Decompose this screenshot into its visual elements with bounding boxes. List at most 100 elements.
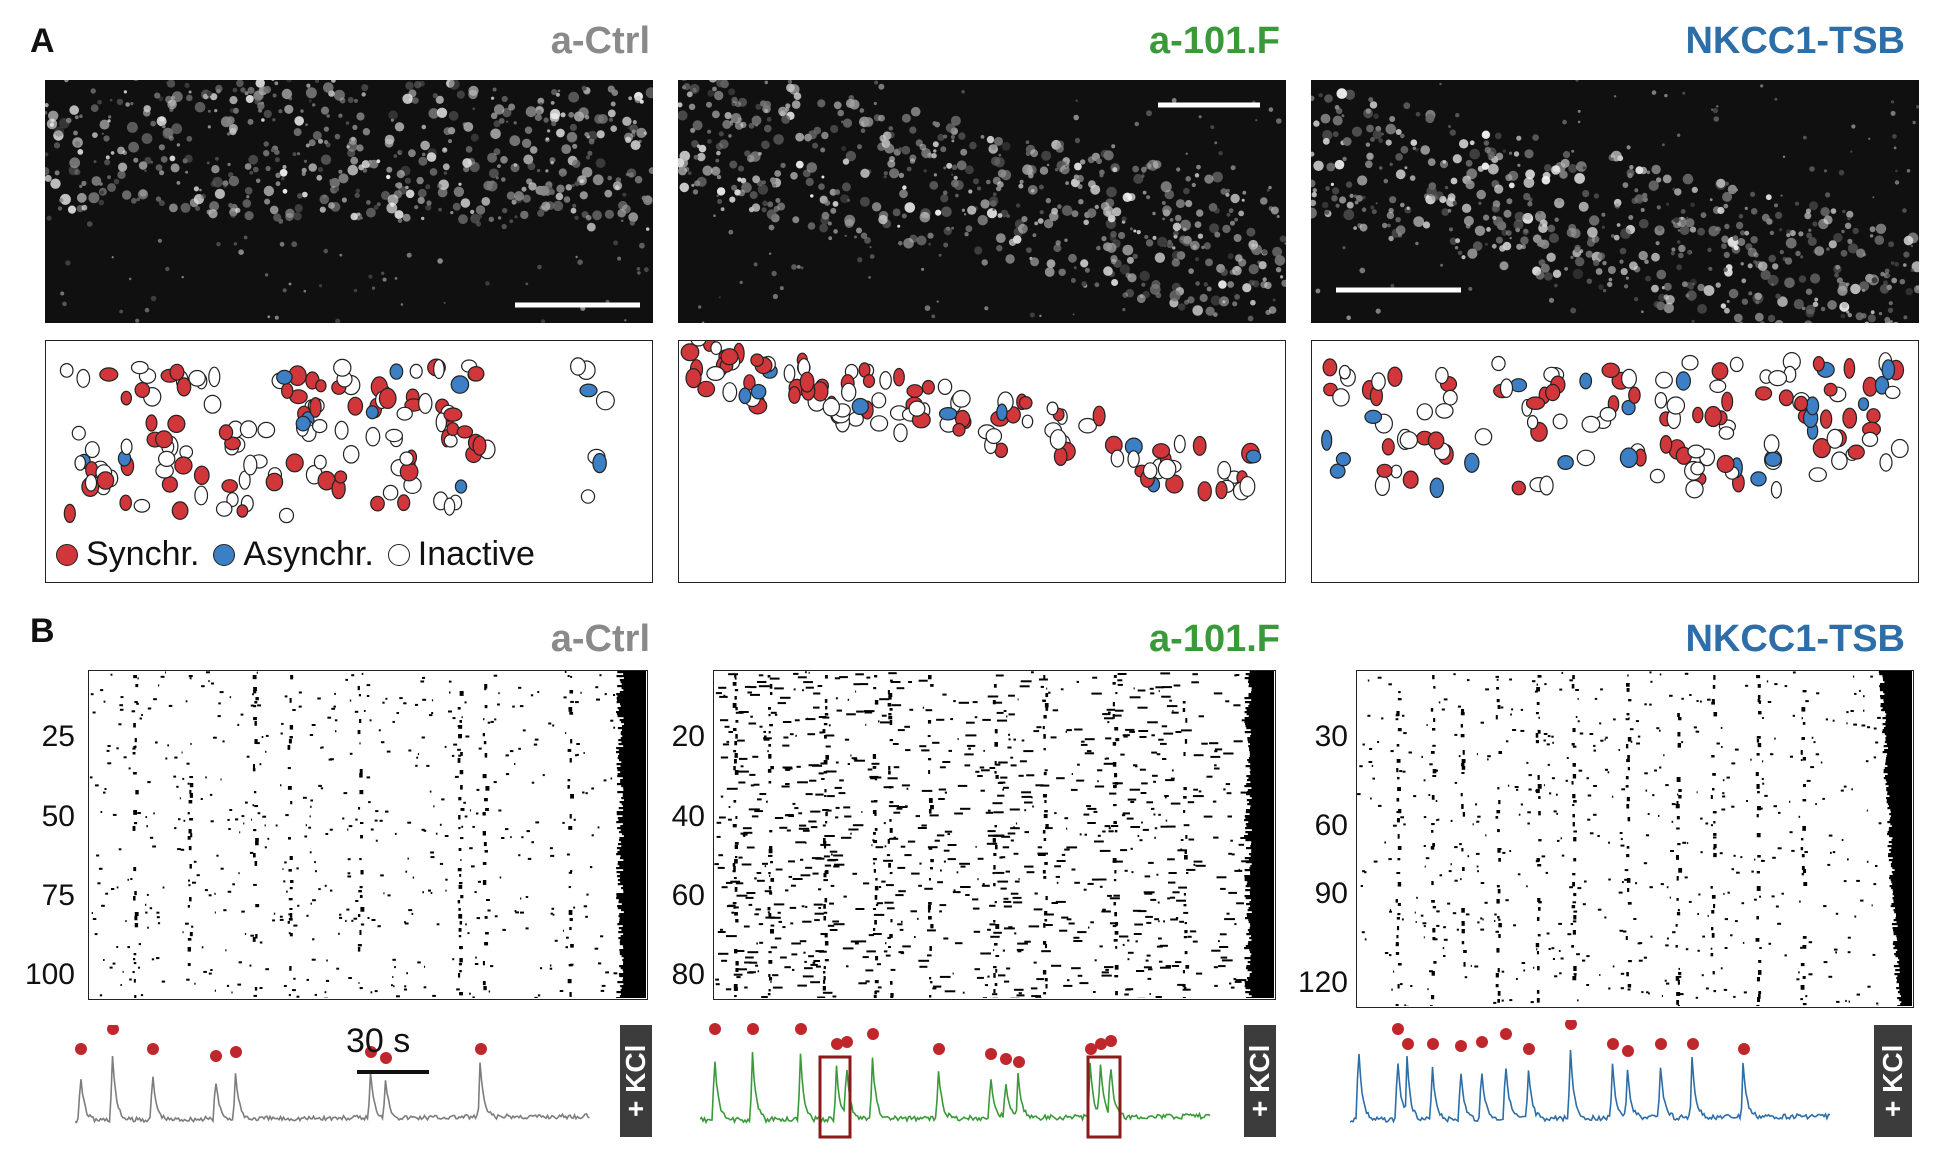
raster-spike	[137, 812, 141, 814]
raster-spike	[1425, 857, 1430, 860]
cell-inactive	[985, 428, 1003, 445]
raster-spike	[746, 846, 755, 849]
raster-spike	[1593, 785, 1597, 787]
raster-spike	[1131, 871, 1134, 874]
raster-spike	[288, 869, 292, 872]
raster-spike	[168, 704, 173, 707]
activity-bar	[619, 857, 646, 860]
activity-bar	[619, 949, 646, 952]
raster-spike	[187, 947, 192, 952]
raster-spike	[764, 865, 767, 868]
raster-spike	[255, 838, 259, 842]
raster-spike	[375, 810, 379, 813]
raster-spike	[1414, 911, 1416, 914]
activity-bar	[1881, 709, 1912, 712]
raster-spike	[1031, 671, 1034, 674]
raster-spike	[460, 752, 463, 756]
raster-spike	[728, 818, 732, 821]
activity-bar	[1248, 695, 1274, 698]
raster-spike	[1214, 750, 1218, 753]
raster-spike	[852, 872, 858, 875]
raster-spike	[1846, 711, 1849, 714]
raster-spike	[252, 768, 256, 772]
raster-spike	[1566, 757, 1569, 759]
activity-bar	[619, 837, 646, 840]
raster-spike	[974, 968, 980, 971]
raster-spike	[989, 923, 996, 926]
raster-spike	[880, 721, 890, 724]
raster-spike	[1161, 695, 1171, 698]
raster-spike	[964, 753, 974, 756]
raster-spike	[594, 947, 599, 950]
cell-synchr	[1755, 386, 1773, 401]
raster-spike	[810, 826, 818, 829]
activity-bar	[621, 803, 646, 806]
cell-synchr	[167, 414, 186, 434]
cell-inactive	[1861, 431, 1879, 448]
raster-spike	[1584, 880, 1587, 883]
activity-bar	[1887, 791, 1912, 794]
raster-spike	[767, 993, 771, 996]
raster-spike	[1654, 769, 1657, 772]
raster-spike	[889, 837, 899, 840]
raster-spike	[1494, 913, 1497, 916]
raster-spike	[822, 729, 826, 734]
raster-spike	[339, 913, 342, 916]
raster-spike	[484, 705, 488, 709]
raster-spike	[1432, 728, 1436, 731]
raster-spike	[756, 879, 765, 882]
raster-spike	[1114, 714, 1122, 717]
raster-spike	[330, 889, 333, 892]
raster-spike	[351, 674, 355, 677]
raster-spike	[188, 846, 192, 851]
raster-spike	[1626, 759, 1630, 763]
raster-spike	[788, 860, 795, 863]
raster-spike	[1552, 958, 1555, 960]
raster-spike	[876, 963, 881, 966]
cell-inactive	[706, 366, 725, 382]
raster-spike	[801, 905, 805, 908]
raster-spike	[1460, 724, 1463, 728]
raster-spike	[1572, 794, 1576, 799]
raster-spike	[939, 975, 951, 978]
activity-bar	[618, 901, 646, 904]
raster-spike	[1045, 924, 1053, 926]
raster-spike	[116, 886, 119, 889]
raster-spike	[797, 781, 808, 784]
raster-spike	[318, 784, 322, 787]
raster-spike	[1789, 755, 1793, 758]
activity-bar	[1886, 789, 1912, 792]
raster-spike	[1480, 721, 1484, 724]
raster-spike	[210, 820, 214, 823]
raster-spike	[1627, 674, 1629, 677]
raster-spike	[1678, 982, 1680, 985]
raster-spike	[1160, 825, 1168, 828]
activity-bar	[618, 709, 646, 712]
raster-spike	[993, 931, 1002, 934]
cell-synchr	[467, 365, 485, 382]
raster-spike	[1757, 684, 1761, 688]
cell-inactive	[1374, 475, 1391, 497]
peak-marker	[709, 1023, 721, 1035]
raster-spike	[1684, 876, 1688, 879]
raster-spike	[1556, 812, 1558, 815]
raster-spike	[156, 916, 160, 919]
raster-spike	[549, 967, 553, 970]
raster-spike	[1538, 716, 1540, 719]
raster-spike	[846, 965, 849, 968]
raster-spike	[566, 853, 570, 856]
raster-spike	[987, 928, 991, 931]
raster-spike	[569, 712, 574, 715]
activity-bar	[1245, 817, 1274, 820]
raster-spike	[1733, 854, 1736, 857]
raster-spike	[1009, 808, 1020, 811]
raster-spike	[843, 806, 851, 809]
raster-spike	[1573, 966, 1577, 971]
raster-spike	[1362, 743, 1365, 746]
activity-bar	[620, 939, 646, 942]
raster-spike	[1026, 774, 1035, 777]
raster-spike	[732, 863, 736, 867]
trace-line	[74, 1055, 590, 1124]
activity-bar	[1894, 869, 1912, 872]
activity-bar	[621, 887, 646, 890]
